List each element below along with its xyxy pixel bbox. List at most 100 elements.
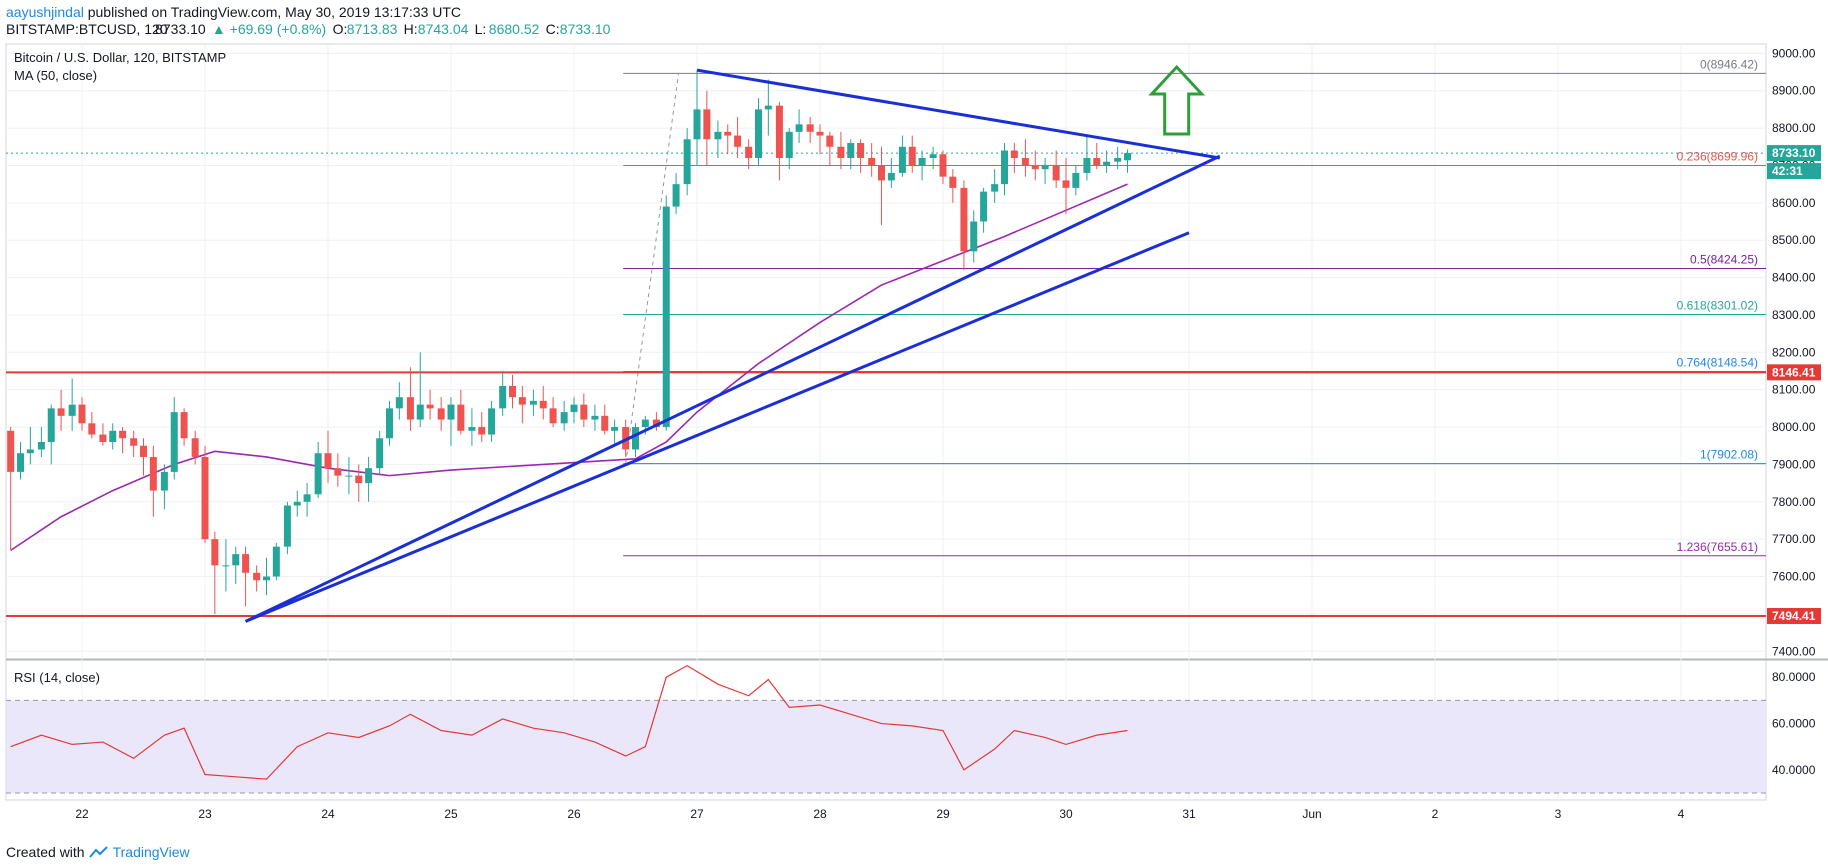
header-o-value: 8713.83 xyxy=(347,21,398,37)
candle-body xyxy=(898,146,906,173)
candle-body xyxy=(222,565,230,567)
price-tick-label: 8300.00 xyxy=(1772,308,1816,322)
fib-level-label: 1(7902.08) xyxy=(1700,448,1758,462)
candle-body xyxy=(386,408,393,439)
candle-body xyxy=(99,434,107,442)
candle-body xyxy=(7,430,15,472)
ma-legend: MA (50, close) xyxy=(14,68,98,83)
date-tick-label: 30 xyxy=(1059,807,1073,821)
date-tick-label: 23 xyxy=(198,807,212,821)
candle-body xyxy=(57,408,65,416)
candle-body xyxy=(334,468,342,476)
fib-level-label: 1.236(7655.61) xyxy=(1677,540,1758,554)
price-tag-label: 8146.41 xyxy=(1772,365,1816,379)
candle-body xyxy=(1093,157,1101,166)
candle-body xyxy=(468,427,476,431)
candle-body xyxy=(109,430,117,442)
date-tick-label: 31 xyxy=(1182,807,1196,821)
candle-body xyxy=(488,408,496,435)
candle-body xyxy=(764,105,772,110)
candle-body xyxy=(960,187,968,252)
candle-body xyxy=(395,397,403,409)
candle-body xyxy=(929,154,937,158)
candle-body xyxy=(672,184,680,207)
candle-body xyxy=(611,427,619,431)
candle-body xyxy=(970,221,978,252)
candle-body xyxy=(68,404,76,416)
candle-body xyxy=(78,404,86,424)
date-tick-label: 28 xyxy=(813,807,827,821)
price-tick-label: 8900.00 xyxy=(1772,84,1816,98)
author-link[interactable]: aayushjindal xyxy=(6,4,84,20)
price-tick-label: 8400.00 xyxy=(1772,271,1816,285)
rsi-line xyxy=(10,664,1128,780)
date-tick-label: Jun xyxy=(1302,807,1321,821)
trend-line xyxy=(244,154,1221,623)
candle-body xyxy=(1021,157,1029,166)
candle-body xyxy=(918,157,926,166)
candle-body xyxy=(242,554,250,573)
price-tick-label: 8800.00 xyxy=(1772,121,1816,135)
date-tick-label: 25 xyxy=(444,807,458,821)
price-tag-label: 8733.10 xyxy=(1772,146,1816,160)
candle-body xyxy=(1114,157,1122,162)
price-tick-label: 8200.00 xyxy=(1772,345,1816,359)
rsi-tick-label: 80.0000 xyxy=(1772,670,1816,684)
rsi-tick-label: 60.0000 xyxy=(1772,717,1816,731)
candle-body xyxy=(416,404,424,420)
candle-body xyxy=(601,415,609,431)
candle-body xyxy=(908,146,916,166)
plot-frame xyxy=(5,43,1767,801)
fib-level-label: 0.764(8148.54) xyxy=(1677,356,1758,370)
candle-body xyxy=(37,441,45,450)
candle-body xyxy=(201,456,209,540)
candle-body xyxy=(1062,180,1070,188)
price-tick-label: 7600.00 xyxy=(1772,570,1816,584)
candle-body xyxy=(693,109,701,140)
tradingview-link[interactable]: TradingView xyxy=(112,844,190,860)
candle-body xyxy=(149,456,157,491)
candle-body xyxy=(303,494,311,502)
candle-body xyxy=(683,139,691,185)
price-tag-timer xyxy=(1767,163,1821,180)
candle-body xyxy=(549,408,557,424)
candle-body xyxy=(17,453,24,472)
date-tick-label: 3 xyxy=(1555,807,1562,821)
header-c-value: 8733.10 xyxy=(560,21,611,37)
candle-body xyxy=(939,154,947,177)
candle-body xyxy=(775,105,783,158)
date-tick-label: 27 xyxy=(690,807,704,821)
price-tick-label: 8600.00 xyxy=(1772,196,1816,210)
header-h-value: 8743.04 xyxy=(418,21,469,37)
candle-body xyxy=(560,412,568,424)
candle-body xyxy=(1072,172,1080,188)
date-tick-label: 2 xyxy=(1432,807,1439,821)
candle-body xyxy=(345,475,353,477)
candle-body xyxy=(570,404,578,413)
fib-level-label: 0.618(8301.02) xyxy=(1677,299,1758,313)
candle-body xyxy=(180,412,188,439)
rsi-tick-label: 40.0000 xyxy=(1772,763,1816,777)
header-h-label: H: xyxy=(404,21,418,37)
header-c-label: C: xyxy=(546,21,560,37)
header-symbol: BITSTAMP:BTCUSD, 120 xyxy=(6,21,168,37)
candle-body xyxy=(293,501,301,506)
footer: Created with TradingView xyxy=(6,844,190,860)
candle-body xyxy=(376,438,384,469)
candle-body xyxy=(580,404,588,420)
candle-body xyxy=(529,400,537,405)
candle-body xyxy=(314,453,322,495)
candle-body xyxy=(88,423,96,435)
price-tag-last xyxy=(1767,145,1821,162)
price-tag-label: 7494.41 xyxy=(1772,609,1816,623)
candle-body xyxy=(140,445,147,457)
header-l-value: 8680.52 xyxy=(489,21,540,37)
candle-body xyxy=(847,143,855,158)
candle-body xyxy=(826,135,834,147)
price-tick-label: 7400.00 xyxy=(1772,644,1816,658)
candle-body xyxy=(324,453,332,469)
trend-line xyxy=(696,68,1220,160)
candle-body xyxy=(837,146,845,158)
candle-body xyxy=(1010,150,1018,158)
